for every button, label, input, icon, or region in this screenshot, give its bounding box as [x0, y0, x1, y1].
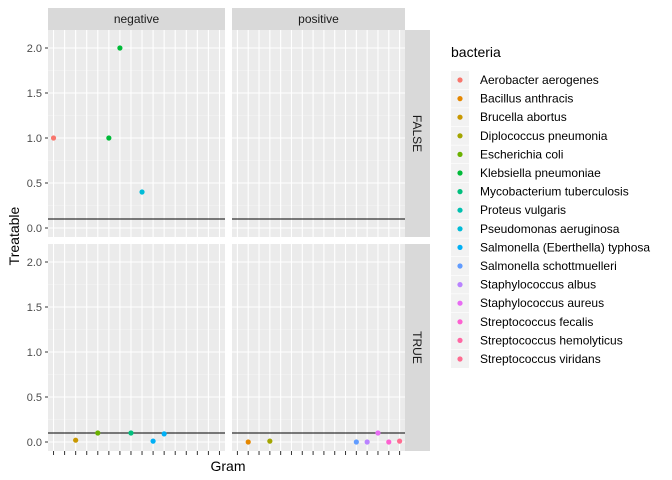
legend-item: Staphylococcus aureus [451, 294, 604, 313]
legend-item: Salmonella schottmuelleri [451, 257, 617, 275]
legend-item: Streptococcus hemolyticus [451, 331, 623, 350]
legend: Aerobacter aerogenes Bacillus anthracis Br… [451, 71, 650, 368]
legend-title: bacteria [451, 44, 501, 60]
legend-item: Streptococcus fecalis [451, 312, 593, 331]
legend-swatch [457, 170, 463, 176]
panel-negative-TRUE [48, 244, 225, 451]
data-point [375, 430, 381, 436]
legend-item: Proteus vulgaris [451, 201, 566, 220]
legend-item: Bacillus anthracis [451, 89, 573, 108]
legend-swatch [457, 244, 463, 250]
panel-negative-FALSE [48, 30, 225, 237]
strip-negative [48, 8, 225, 30]
legend-label: Aerobacter aerogenes [480, 73, 599, 87]
legend-label: Salmonella (Eberthella) typhosa [480, 240, 650, 254]
legend-item: Aerobacter aerogenes [451, 71, 599, 89]
legend-label: Diplococcus pneumonia [480, 129, 608, 143]
x-axis-title: Gram [211, 458, 246, 474]
legend-label: Pseudomonas aeruginosa [480, 222, 620, 236]
legend-item: Klebsiella pneumoniae [451, 164, 601, 182]
data-point [73, 437, 79, 443]
plot-panels [48, 30, 405, 451]
legend-swatch [457, 337, 463, 343]
legend-swatch [457, 133, 463, 139]
y-tick-label: 0.5 [27, 178, 42, 190]
data-point [106, 135, 112, 141]
legend-item: Escherichia coli [451, 145, 563, 164]
legend-swatch [457, 282, 463, 288]
legend-swatch [457, 263, 463, 269]
legend-label: Proteus vulgaris [480, 203, 566, 217]
data-point [117, 45, 123, 51]
x-axis-ticks [53, 451, 401, 455]
data-point [150, 438, 156, 444]
y-tick-label: 1.0 [27, 133, 42, 145]
data-point [267, 438, 273, 444]
legend-label: Streptococcus fecalis [480, 315, 593, 329]
legend-item: Brucella abortus [451, 108, 567, 127]
y-tick-label: 0.0 [27, 437, 42, 449]
strip-FALSE [405, 30, 430, 237]
strip-label-TRUE: TRUE [410, 331, 424, 364]
data-point [95, 430, 101, 436]
legend-item: Mycobacterium tuberculosis [451, 182, 629, 201]
legend-label: Bacillus anthracis [480, 92, 573, 106]
strip-positive [232, 8, 405, 30]
y-tick-label: 1.5 [27, 302, 42, 314]
data-point [396, 438, 403, 444]
y-tick-label: 1.5 [27, 88, 42, 100]
data-point [161, 431, 167, 437]
panel-background [48, 244, 225, 451]
legend-swatch [457, 319, 463, 325]
legend-label: Escherichia coli [480, 147, 563, 161]
legend-label: Streptococcus viridans [480, 352, 601, 366]
legend-swatch [457, 226, 463, 232]
facet-strips: negative positive FALSE TRUE [48, 8, 430, 451]
legend-swatch [457, 300, 463, 306]
y-tick-label: 0.5 [27, 392, 42, 404]
data-point [139, 189, 145, 195]
data-point [364, 439, 370, 445]
strip-label-FALSE: FALSE [410, 115, 424, 152]
data-point [50, 135, 57, 141]
legend-label: Staphylococcus albus [480, 278, 596, 292]
legend-item: Pseudomonas aeruginosa [451, 219, 620, 238]
strip-label-negative: negative [114, 12, 160, 26]
legend-item: Salmonella (Eberthella) typhosa [451, 238, 650, 257]
y-tick-label: 1.0 [27, 347, 42, 359]
legend-swatch [457, 151, 463, 157]
legend-label: Streptococcus hemolyticus [480, 333, 623, 347]
y-tick-label: 0.0 [27, 223, 42, 235]
legend-swatch [457, 77, 463, 83]
data-point [128, 430, 134, 436]
data-point [386, 439, 392, 445]
panel-background [232, 244, 405, 451]
legend-item: Diplococcus pneumonia [451, 126, 608, 145]
legend-label: Staphylococcus aureus [480, 296, 604, 310]
legend-item: Staphylococcus albus [451, 275, 596, 294]
legend-label: Salmonella schottmuelleri [480, 259, 617, 273]
panel-positive-TRUE [232, 244, 405, 451]
panel-background [48, 30, 225, 237]
y-axis-ticks: 0.0 0.5 1.0 1.5 2.0 0.0 0.5 1.0 1.5 2.0 [27, 43, 48, 449]
legend-item: Streptococcus viridans [451, 350, 601, 368]
strip-label-positive: positive [298, 12, 339, 26]
data-point [245, 439, 251, 445]
y-axis-title: Treatable [6, 206, 22, 265]
legend-swatch [457, 189, 463, 195]
legend-label: Klebsiella pneumoniae [480, 166, 601, 180]
legend-swatch [457, 114, 463, 120]
panel-positive-FALSE [232, 30, 405, 237]
legend-swatch [457, 207, 463, 213]
legend-swatch [457, 96, 463, 102]
legend-label: Brucella abortus [480, 110, 567, 124]
y-tick-label: 2.0 [27, 43, 42, 55]
data-point [353, 439, 359, 445]
legend-label: Mycobacterium tuberculosis [480, 185, 629, 199]
strip-TRUE [405, 244, 430, 451]
y-tick-label: 2.0 [27, 257, 42, 269]
panel-background [232, 30, 405, 237]
legend-swatch [457, 356, 463, 362]
